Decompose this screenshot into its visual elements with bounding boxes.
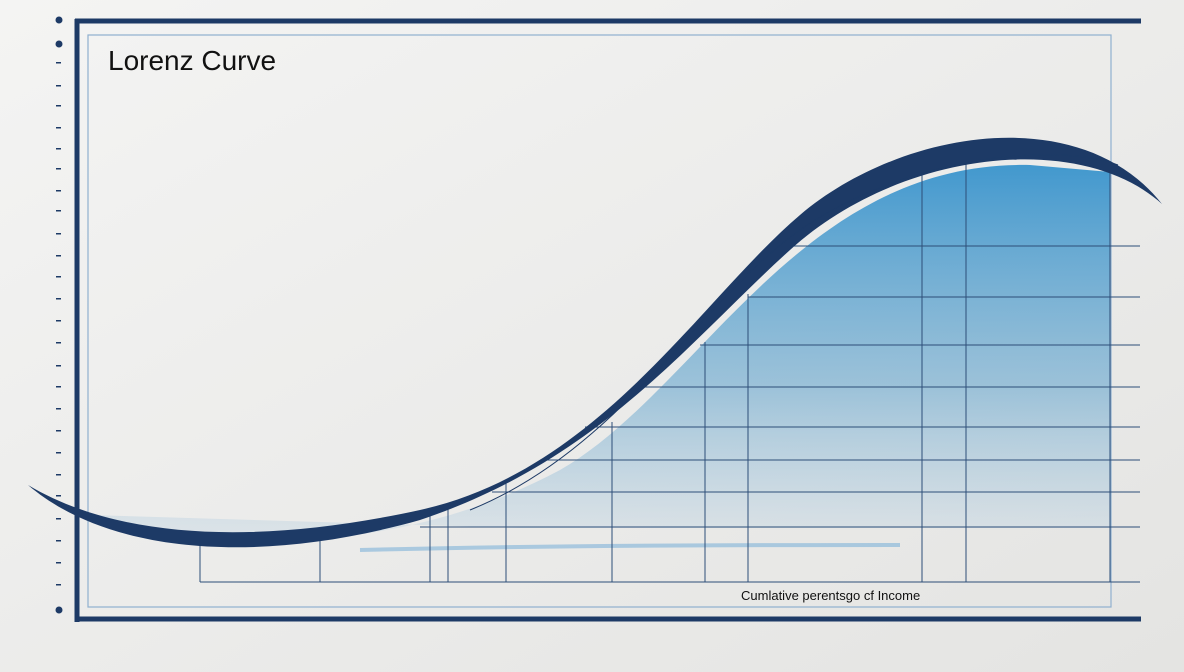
curve-line [469,154,1119,511]
grid [199,148,1140,583]
swoosh-shadow [359,543,901,552]
inner-frame [87,34,1112,608]
left-ticks [55,16,63,614]
area [90,164,1110,541]
title: Lorenz Curve [108,45,276,76]
x-axis-label: Cumlative perentsgo cf Income [741,588,920,603]
frame [74,18,1141,622]
